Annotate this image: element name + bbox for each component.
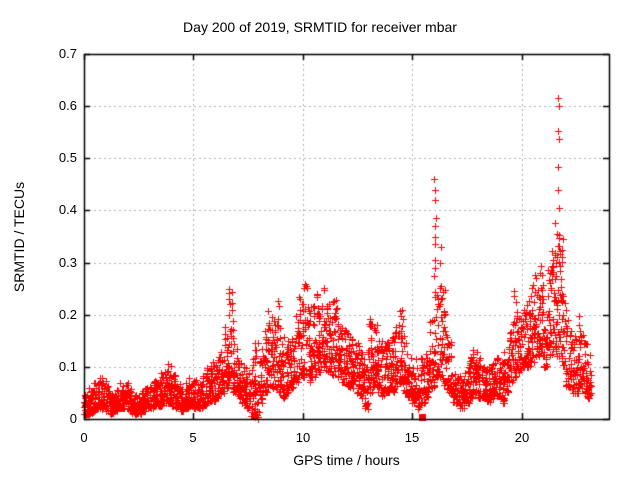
y-tick-label: 0.1 — [58, 359, 77, 374]
y-axis-label: SRMTID / TECUs — [11, 181, 27, 293]
x-tick-label: 5 — [189, 430, 197, 445]
x-tick-label: 20 — [514, 430, 530, 445]
x-tick-label: 0 — [80, 430, 88, 445]
y-tick-label: 0.3 — [58, 255, 77, 270]
x-tick-label: 15 — [404, 430, 420, 445]
y-tick-label: 0.4 — [58, 202, 77, 217]
chart-title: Day 200 of 2019, SRMTID for receiver mba… — [183, 19, 457, 35]
y-tick-label: 0.7 — [58, 46, 77, 61]
x-tick-label: 10 — [295, 430, 311, 445]
y-tick-label: 0.5 — [58, 150, 77, 165]
x-axis-label: GPS time / hours — [293, 452, 400, 468]
y-tick-label: 0.6 — [58, 98, 77, 113]
y-tick-label: 0 — [69, 411, 77, 426]
y-tick-label: 0.2 — [58, 307, 77, 322]
